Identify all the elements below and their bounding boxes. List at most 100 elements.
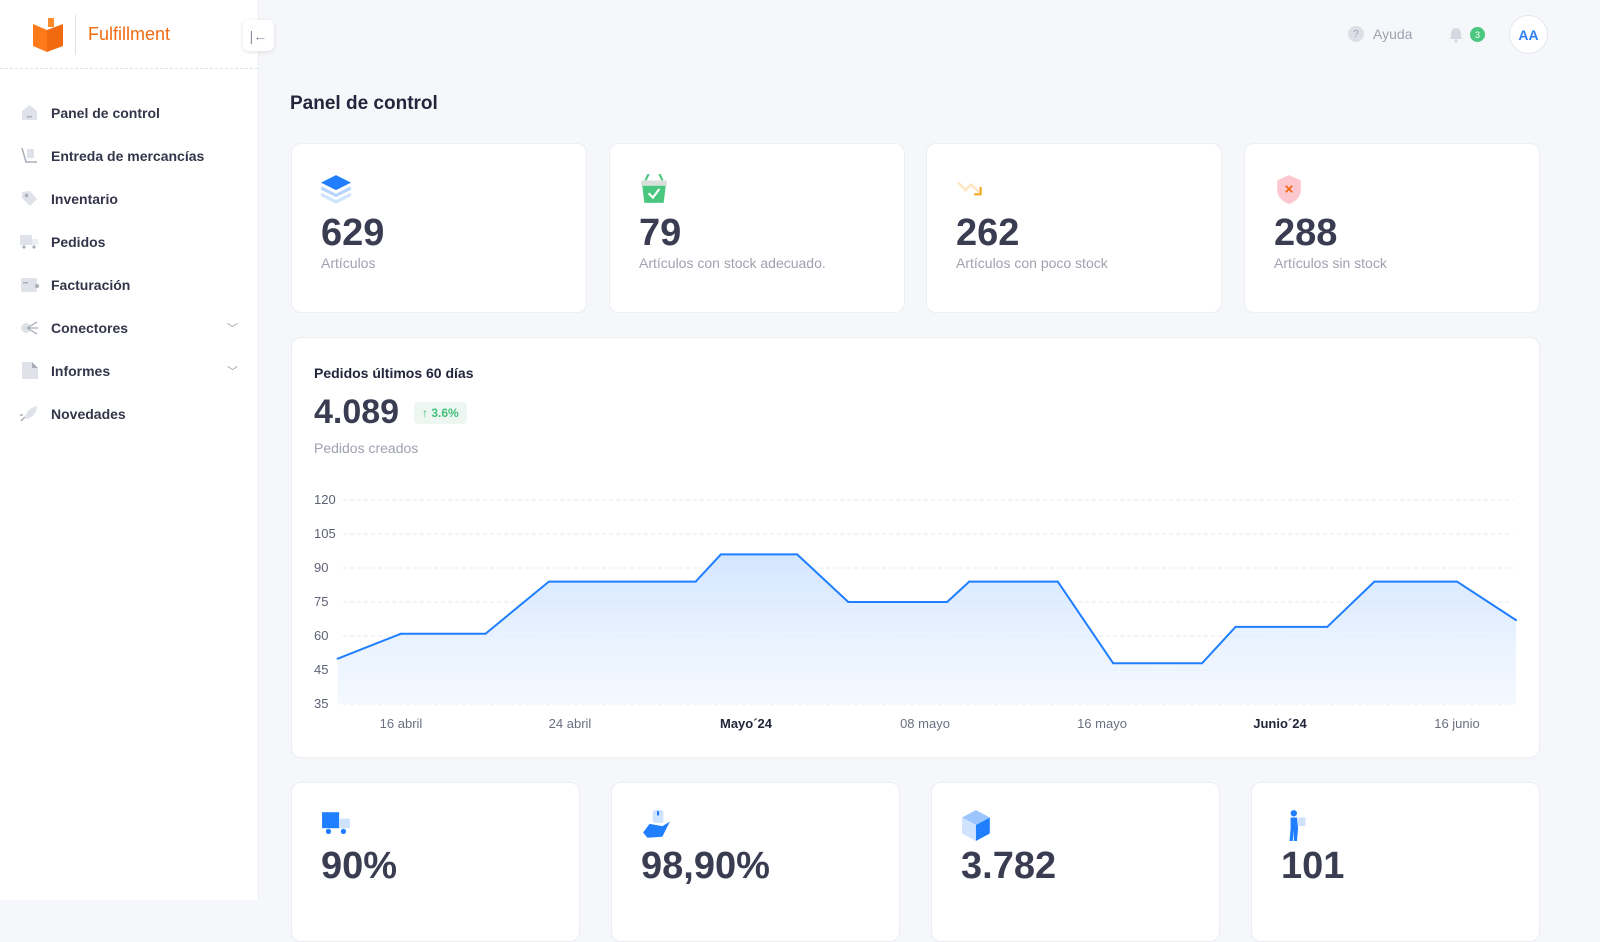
bell-icon[interactable]: [1447, 25, 1465, 43]
help-link[interactable]: ? Ayuda: [1348, 26, 1412, 42]
sidebar: Fulfillment Panel de control Entreda de m…: [0, 0, 259, 900]
arrow-left-icon: |←: [249, 27, 268, 44]
tag-icon: [22, 191, 37, 206]
x-tick-label: 16 mayo: [1077, 716, 1127, 731]
y-tick-label: 105: [314, 526, 336, 541]
data-point: [1056, 580, 1059, 583]
chevron-down-icon[interactable]: ﹀: [227, 366, 238, 378]
sidebar-item-label: Pedidos: [51, 233, 106, 250]
kpi-value: 3.782: [961, 845, 1057, 887]
stat-label: Artículos con poco stock: [956, 255, 1108, 271]
hand-package-icon: [643, 810, 670, 838]
orders-chart-card: 120 105 90 75 60 45 35 16 abril 24 abril Mayo´24 0…: [291, 337, 1540, 758]
data-point: [1515, 619, 1517, 622]
avatar[interactable]: AA: [1509, 15, 1548, 54]
data-point: [847, 601, 850, 603]
x-tick-label: 08 mayo: [900, 716, 950, 731]
sidebar-item-pedidos[interactable]: Pedidos: [0, 220, 258, 263]
orders-chart: 120 105 90 75 60 45 35 16 abril 24 abril Mayo´24 0…: [314, 492, 1517, 731]
data-point: [1201, 662, 1204, 665]
collapse-sidebar-button[interactable]: |←: [243, 20, 274, 51]
data-point: [968, 580, 971, 583]
data-point: [1234, 625, 1237, 628]
sidebar-item-entreda-de-mercanc-as[interactable]: Entreda de mercancías: [0, 134, 258, 177]
rocket-icon: [20, 406, 37, 422]
logo[interactable]: Fulfillment: [0, 0, 258, 69]
kpi-card[interactable]: 90%: [291, 782, 580, 942]
box-icon: [962, 810, 990, 841]
worker-icon: [1289, 810, 1306, 841]
sidebar-nav: Panel de control Entreda de mercancías Inv…: [0, 69, 258, 435]
box-logo-icon: [33, 18, 63, 52]
kpi-card[interactable]: 3.782: [931, 782, 1220, 942]
x-tick-label: 24 abril: [549, 716, 592, 731]
data-point: [796, 553, 799, 556]
data-point: [1373, 580, 1376, 583]
data-point: [547, 580, 550, 583]
sidebar-item-inventario[interactable]: Inventario: [0, 177, 258, 220]
trend-down-icon: [957, 181, 982, 196]
series-line: [337, 553, 1517, 665]
chevron-down-icon[interactable]: ﹀: [227, 323, 238, 335]
truck-icon: [20, 235, 38, 249]
y-tick-label: 120: [314, 492, 336, 507]
x-tick-label: 16 abril: [380, 716, 423, 731]
data-point: [1112, 662, 1115, 665]
help-label: Ayuda: [1373, 26, 1413, 42]
sidebar-item-label: Novedades: [51, 405, 126, 422]
wallet-icon: [21, 278, 39, 292]
app-name: Fulfillment: [88, 24, 171, 44]
stat-card[interactable]: 79 Artículos con stock adecuado.: [609, 143, 905, 313]
stat-card[interactable]: 629 Artículos: [291, 143, 587, 313]
sidebar-item-informes[interactable]: Informes ﹀: [0, 349, 258, 392]
layers-icon: [321, 175, 351, 204]
document-icon: [22, 362, 38, 379]
kpi-card[interactable]: 98,90%: [611, 782, 900, 942]
notification-badge: 3: [1470, 27, 1485, 42]
delivery-truck-icon: [322, 812, 350, 835]
stat-label: Artículos con stock adecuado.: [639, 255, 826, 271]
stat-label: Artículos: [321, 255, 376, 271]
stat-value: 262: [956, 212, 1020, 254]
area-fill: [337, 554, 1516, 704]
data-point: [719, 553, 722, 556]
hand-truck-icon: [21, 147, 37, 163]
y-tick-label: 35: [314, 696, 328, 711]
page-title: Panel de control: [290, 93, 438, 114]
data-point: [1456, 580, 1458, 583]
sidebar-item-label: Conectores: [51, 319, 129, 336]
shield-x-icon: [1277, 175, 1301, 204]
stat-card[interactable]: 262 Artículos con poco stock: [926, 143, 1222, 313]
data-point: [1326, 625, 1329, 628]
sidebar-item-panel-de-control[interactable]: Panel de control: [0, 91, 258, 134]
divider: [75, 15, 76, 55]
sidebar-item-novedades[interactable]: Novedades: [0, 392, 258, 435]
stat-value: 629: [321, 212, 385, 254]
sidebar-item-label: Informes: [51, 362, 111, 379]
y-tick-label: 90: [314, 560, 328, 575]
kpi-card[interactable]: 101: [1251, 782, 1540, 942]
x-tick-label: Mayo´24: [720, 716, 773, 731]
change-badge: ↑ 3.6%: [414, 402, 467, 424]
sidebar-item-conectores[interactable]: Conectores ﹀: [0, 306, 258, 349]
sidebar-item-label: Panel de control: [51, 104, 160, 121]
y-tick-label: 45: [314, 662, 328, 677]
sidebar-item-facturaci-n[interactable]: Facturación: [0, 263, 258, 306]
data-point: [484, 632, 487, 635]
data-point: [336, 657, 339, 660]
connectors-icon: [21, 321, 38, 335]
data-point: [400, 632, 402, 635]
stat-label: Artículos sin stock: [1274, 255, 1387, 271]
orders-subtitle: Pedidos creados: [314, 440, 419, 456]
data-point: [946, 601, 949, 603]
chart-title: Pedidos últimos 60 días: [314, 365, 474, 381]
stat-value: 288: [1274, 212, 1338, 254]
basket-check-icon: [641, 174, 667, 203]
x-tick-label: Junio´24: [1253, 716, 1307, 731]
y-tick-label: 60: [314, 628, 328, 643]
stat-card[interactable]: 288 Artículos sin stock: [1244, 143, 1540, 313]
home-icon: [22, 105, 37, 120]
sidebar-item-label: Entreda de mercancías: [51, 147, 205, 164]
stat-value: 79: [639, 212, 682, 254]
kpi-value: 98,90%: [641, 845, 770, 887]
